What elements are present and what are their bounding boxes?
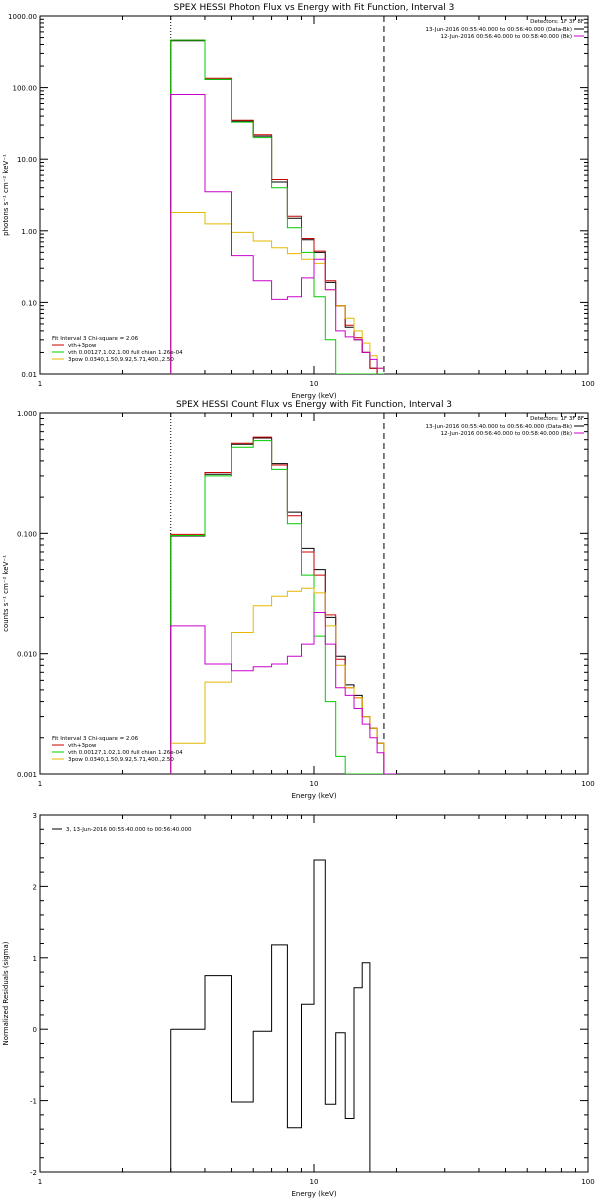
panel1-y-tick-label: 0.10 — [21, 299, 37, 307]
panel3-legend-entry: 3, 13-Jun-2016 00:55:40.000 to 00:56:40.… — [66, 827, 192, 833]
panel3-y-tick-label: 1 — [33, 955, 37, 963]
panel2-y-axis-label: counts s⁻¹ cm⁻² keV⁻¹ — [2, 555, 10, 632]
panel3-y-tick-label: -1 — [30, 1098, 37, 1106]
panel1-legend-entry: vth 0.00127,1.02,1.00 full chian 1.26e-0… — [68, 350, 183, 356]
panel2-series-bpow — [170, 587, 397, 774]
panel2-y-tick-label: 1.000 — [17, 410, 37, 418]
panel1-y-tick-label: 0.01 — [21, 371, 37, 379]
panel2-legend-entry: 12-Jun-2016 00:56:40.000 to 00:58:40.000… — [440, 431, 572, 437]
panel3-x-tick-label: 10 — [310, 1178, 319, 1186]
panel1-series-model — [170, 39, 384, 374]
panel3-x-tick-label: 1 — [38, 1178, 42, 1186]
panel3-y-tick-label: 0 — [33, 1026, 37, 1034]
panel1-legend-entry: vth+3pow — [68, 343, 97, 349]
panel2-x-tick-label: 100 — [581, 780, 594, 788]
panel1-x-tick-label: 10 — [310, 380, 319, 388]
panel1-x-tick-label: 1 — [38, 380, 42, 388]
panel2-series-bk — [170, 612, 397, 774]
panel1-y-tick-label: 100.00 — [13, 85, 38, 93]
panel2-title: SPEX HESSI Count Flux vs Energy with Fit… — [176, 400, 452, 410]
panel2-legend-entry: vth 0.00127,1.02,1.00 full chian 1.26e-0… — [68, 750, 183, 756]
panel2-x-tick-label: 10 — [310, 780, 319, 788]
panel2-legend-detectors: Detectors: 1F 3F 8F — [530, 416, 584, 422]
panel1-series-vth — [170, 39, 384, 374]
panel2-series-vth — [170, 440, 397, 774]
panel1-legend-detectors: Detectors: 1F 3F 8F — [530, 19, 584, 25]
panel1-legend-entry: 13-Jun-2016 00:55:40.000 to 00:56:40.000… — [426, 27, 572, 33]
panel3-y-tick-label: 3 — [33, 812, 37, 820]
panel2-legend-fit-header: Fit Interval 3 Chi-square = 2.06 — [52, 736, 139, 742]
panel3-series-residual — [170, 859, 371, 1172]
panel2-y-tick-label: 0.010 — [17, 651, 37, 659]
panel1-y-tick-label: 1000.00 — [8, 13, 37, 21]
panel2-legend-entry: vth+3pow — [68, 743, 97, 749]
panel1-title: SPEX HESSI Photon Flux vs Energy with Fi… — [174, 3, 455, 13]
panel1-legend-fit-header: Fit Interval 3 Chi-square = 2.06 — [52, 336, 139, 342]
panel1-plot-frame — [39, 15, 589, 375]
panel3-x-axis-label: Energy (keV) — [291, 1190, 336, 1198]
panel2-x-tick-label: 1 — [38, 780, 42, 788]
panel1-x-tick-label: 100 — [581, 380, 594, 388]
panel3-y-axis-label: Normalized Residuals (sigma) — [2, 941, 10, 1045]
panel1-series-data — [170, 40, 384, 374]
panel1-y-axis-label: photons s⁻¹ cm⁻² keV⁻¹ — [2, 154, 10, 236]
panel1-x-axis-label: Energy (keV) — [291, 392, 336, 400]
panel2-legend-entry: 3pow 0.0340,1.50,9.92,5.71,400.,2.50 — [68, 757, 174, 763]
panel2-x-axis-label: Energy (keV) — [291, 792, 336, 800]
panel1-legend-entry: 3pow 0.0340,1.50,9.92,5.71,400.,2.50 — [68, 357, 174, 363]
panel3-y-tick-label: -2 — [30, 1169, 37, 1177]
panel2-legend-entry: 13-Jun-2016 00:55:40.000 to 00:56:40.000… — [426, 424, 572, 430]
panel3-x-tick-label: 100 — [581, 1178, 594, 1186]
panel1-y-tick-label: 10.00 — [17, 156, 37, 164]
panel1-series-bk — [170, 94, 384, 374]
panel1-y-tick-label: 1.00 — [21, 228, 37, 236]
panel2-y-tick-label: 0.001 — [17, 771, 37, 779]
panel1-series-bpow — [170, 212, 384, 374]
panel2-y-tick-label: 0.100 — [17, 530, 37, 538]
panel1-legend-entry: 12-Jun-2016 00:56:40.000 to 00:58:40.000… — [440, 34, 572, 40]
panel3-y-tick-label: 2 — [33, 883, 37, 891]
